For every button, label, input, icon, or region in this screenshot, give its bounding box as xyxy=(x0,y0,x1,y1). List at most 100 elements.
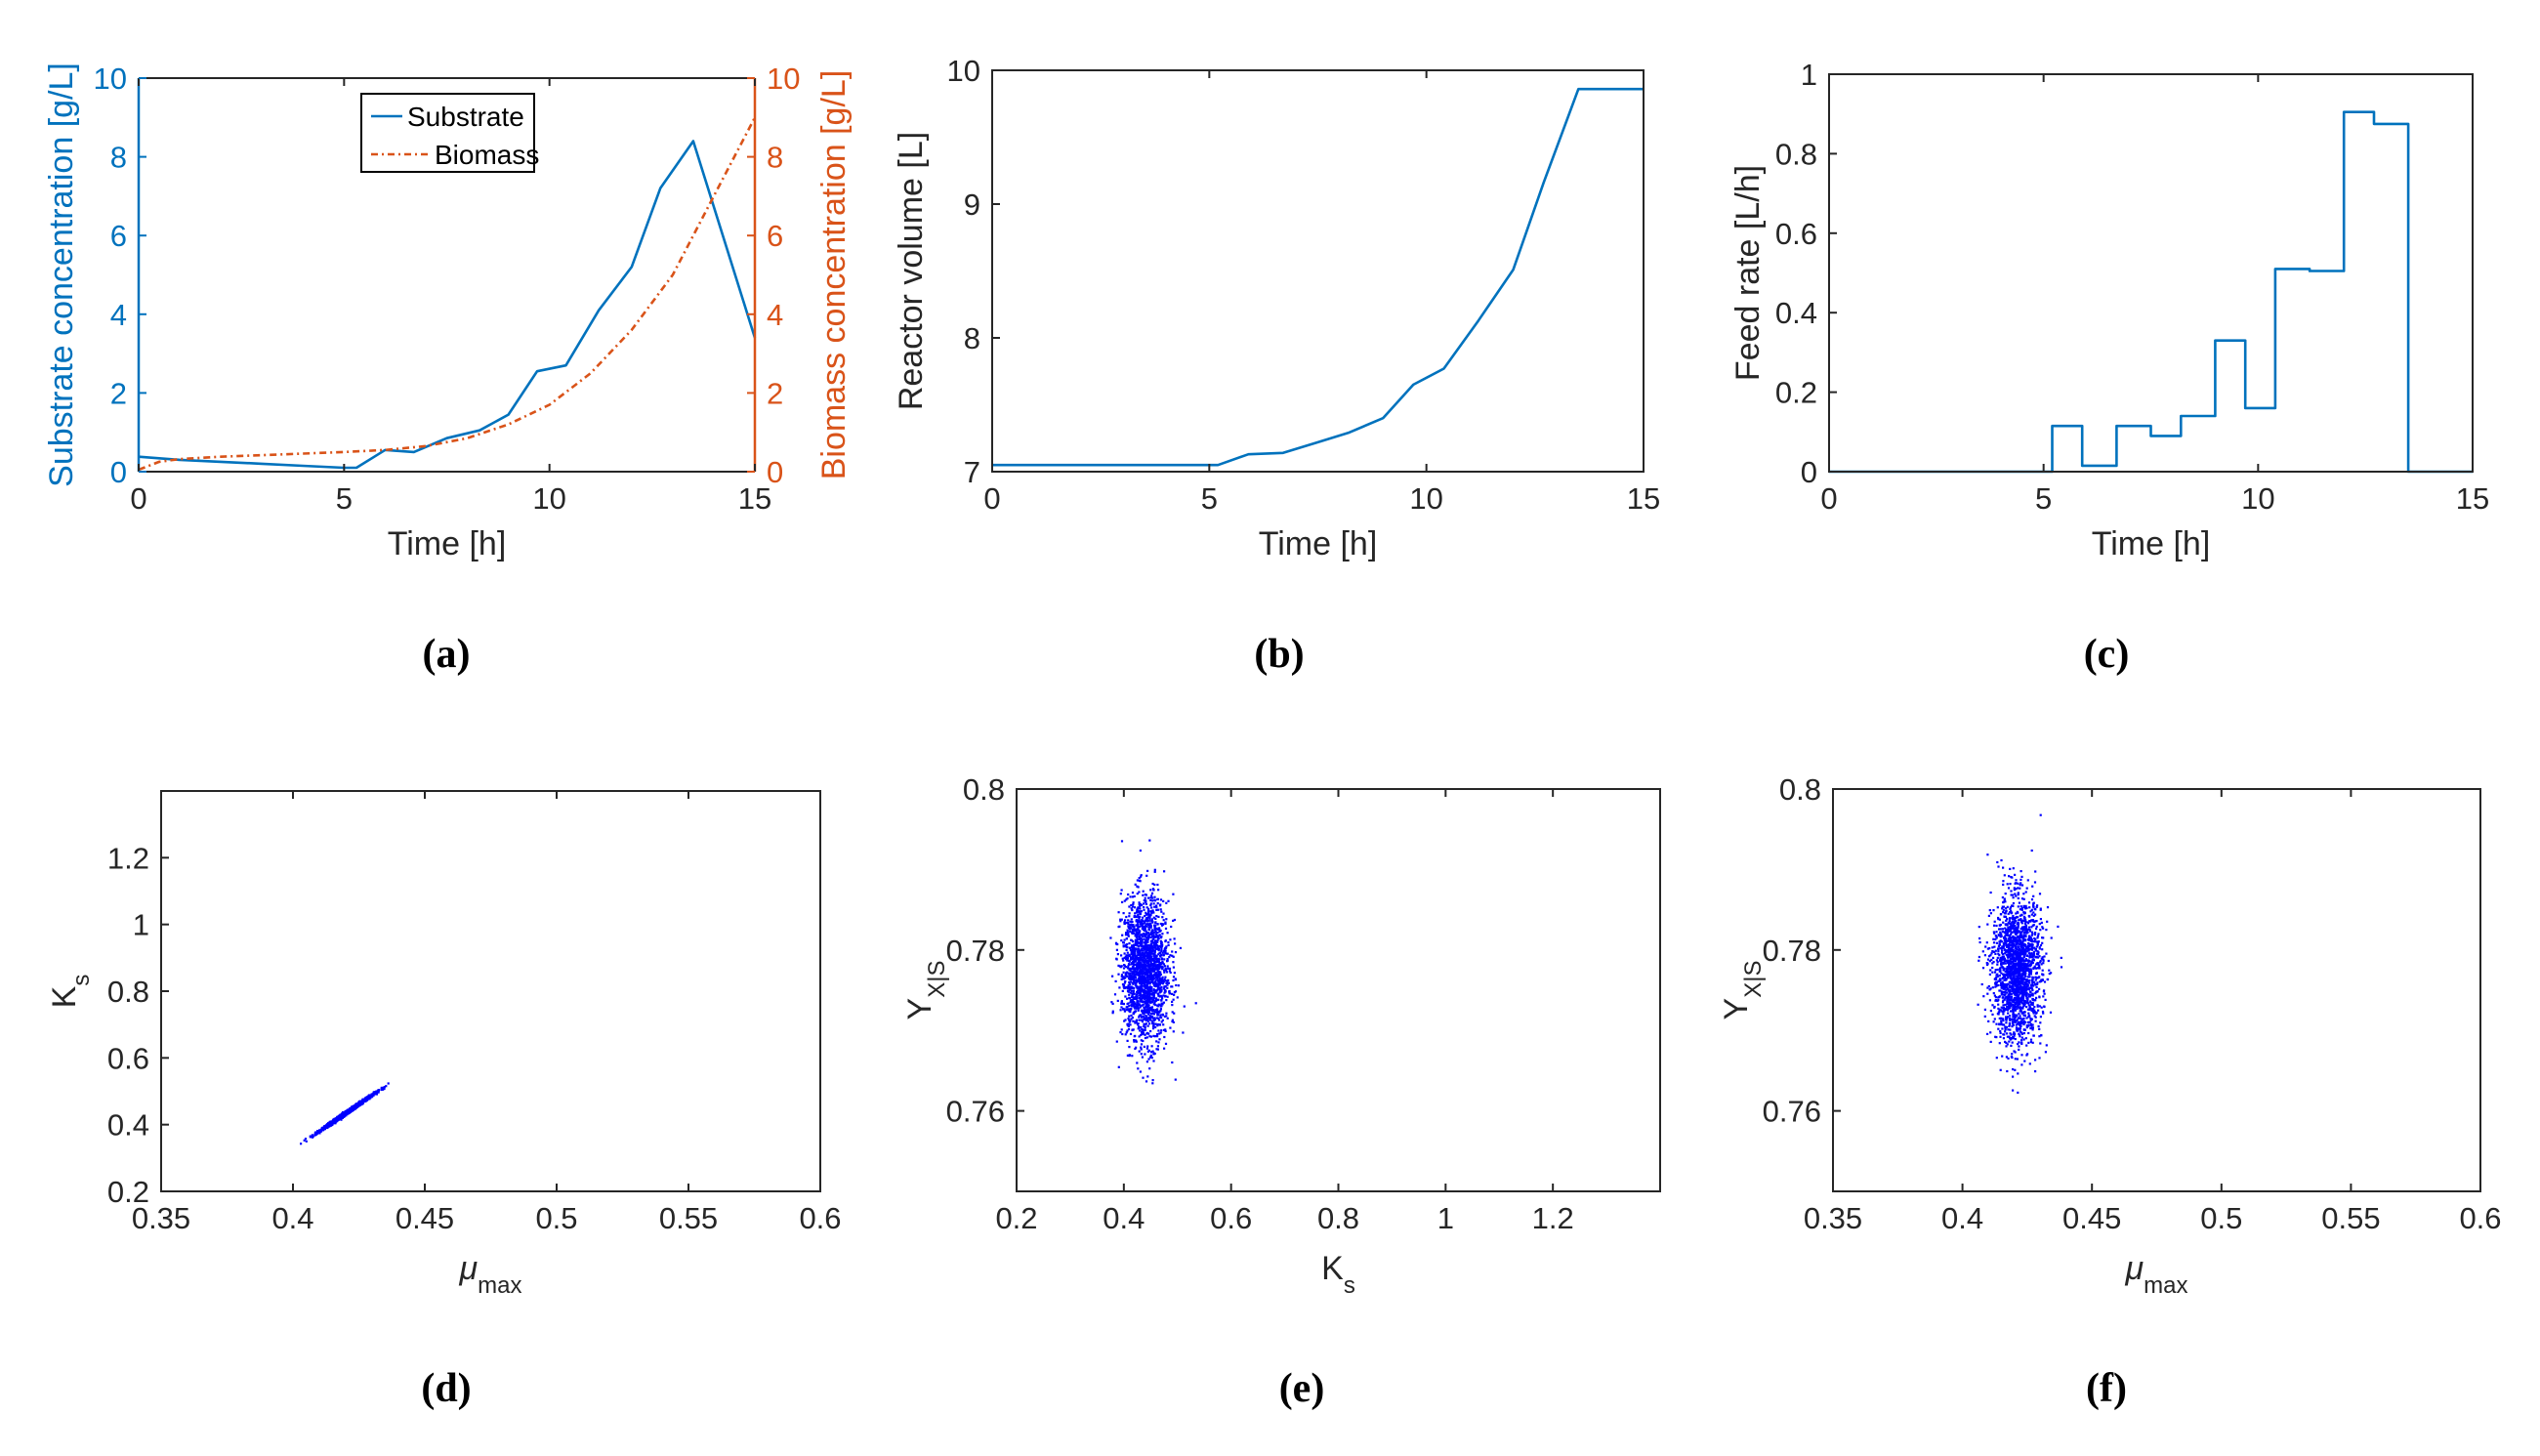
scatter-point xyxy=(2020,975,2023,978)
scatter-point xyxy=(1145,925,1148,928)
scatter-point xyxy=(1144,1026,1146,1029)
scatter-point xyxy=(1155,908,1158,911)
scatter-point xyxy=(1139,1029,1142,1032)
scatter-point xyxy=(1158,1023,1161,1026)
scatter-point xyxy=(2012,1089,2015,1092)
scatter-point xyxy=(1149,904,1152,907)
scatter-point xyxy=(1143,1000,1145,1003)
scatter-point xyxy=(2019,914,2021,917)
scatter-point xyxy=(1145,983,1148,986)
y-tick-label: 1.2 xyxy=(107,841,149,875)
scatter-point xyxy=(1132,1003,1135,1006)
scatter-point xyxy=(1145,930,1147,933)
scatter-point xyxy=(1133,915,1136,919)
scatter-point xyxy=(1147,991,1150,994)
scatter-point xyxy=(1153,962,1156,966)
scatter-point xyxy=(1154,964,1157,967)
scatter-point xyxy=(1137,926,1140,929)
scatter-point xyxy=(1164,1029,1167,1032)
scatter-point xyxy=(1148,956,1151,959)
scatter-point xyxy=(1174,978,1177,980)
scatter-point xyxy=(1136,989,1139,992)
scatter-point xyxy=(1161,1019,1164,1021)
scatter-point xyxy=(1141,1020,1144,1023)
scatter-point xyxy=(1131,892,1135,894)
scatter-point xyxy=(2028,929,2031,932)
y-tick-label: 0 xyxy=(1801,455,1817,489)
scatter-point xyxy=(1151,978,1154,981)
scatter-point xyxy=(1128,996,1131,999)
y-tick-label: 8 xyxy=(110,141,127,175)
scatter-point xyxy=(1152,1023,1155,1026)
x-axis-label: Time [h] xyxy=(2092,525,2211,562)
scatter-point xyxy=(1133,976,1136,978)
scatter-point xyxy=(1141,987,1144,990)
scatter-point xyxy=(1120,1001,1123,1004)
scatter-point xyxy=(2019,1035,2021,1038)
scatter-point xyxy=(2000,964,2003,967)
scatter-point xyxy=(1144,1008,1146,1011)
scatter-point xyxy=(2012,894,2015,896)
scatter-point xyxy=(2003,994,2006,997)
scatter-point xyxy=(1989,912,1992,915)
scatter-point xyxy=(1156,1045,1159,1048)
scatter-point xyxy=(383,1086,386,1089)
scatter-point xyxy=(1145,899,1147,902)
scatter-point xyxy=(383,1087,386,1091)
scatter-point xyxy=(1152,946,1155,949)
scatter-point xyxy=(1166,965,1169,968)
scatter-point xyxy=(1160,999,1163,1002)
scatter-point xyxy=(2007,989,2010,992)
scatter-point xyxy=(1135,1040,1138,1043)
scatter-point xyxy=(1144,998,1146,1001)
scatter-point xyxy=(1152,996,1155,999)
scatter-point xyxy=(2015,1006,2018,1009)
x-tick-label: 0.6 xyxy=(1210,1201,1252,1235)
scatter-point xyxy=(1124,919,1127,922)
scatter-point xyxy=(1157,1029,1160,1032)
scatter-point xyxy=(1174,990,1178,993)
scatter-point xyxy=(354,1103,357,1106)
scatter-point xyxy=(1120,939,1123,942)
scatter-point xyxy=(2034,1019,2037,1022)
scatter-point xyxy=(1161,966,1164,969)
scatter-point xyxy=(1150,918,1154,921)
scatter-point xyxy=(1135,995,1138,998)
scatter-point xyxy=(1128,1054,1131,1057)
scatter-point xyxy=(1138,977,1141,979)
scatter-point xyxy=(2030,908,2033,911)
scatter-point xyxy=(1142,890,1145,893)
scatter-point xyxy=(1141,903,1144,906)
scatter-point xyxy=(1151,941,1154,944)
scatter-point xyxy=(1139,991,1142,994)
scatter-point xyxy=(1147,1022,1151,1025)
scatter-point xyxy=(1131,960,1135,963)
scatter-point xyxy=(1148,1056,1152,1059)
scatter-point xyxy=(367,1097,370,1101)
scatter-point xyxy=(1115,1040,1118,1043)
scatter-point xyxy=(1156,935,1159,937)
scatter-point xyxy=(1142,994,1145,997)
scatter-point xyxy=(2044,998,2047,1001)
scatter-point xyxy=(1167,943,1170,946)
scatter-point xyxy=(2019,1010,2021,1013)
scatter-point xyxy=(1145,1010,1148,1013)
scatter-point xyxy=(1131,930,1134,933)
scatter-point xyxy=(1147,1012,1150,1016)
scatter-point xyxy=(1171,1019,1174,1023)
scatter-point xyxy=(1125,898,1128,901)
scatter-point xyxy=(1140,949,1143,952)
scatter-point xyxy=(2009,883,2012,886)
scatter-point xyxy=(1161,923,1164,926)
scatter-point xyxy=(1139,1000,1142,1003)
scatter-point xyxy=(1149,1015,1152,1018)
scatter-point xyxy=(2012,914,2015,918)
scatter-point xyxy=(1159,1016,1162,1019)
scatter-point xyxy=(1123,981,1126,984)
scatter-point xyxy=(1163,948,1166,951)
scatter-point xyxy=(1994,969,1997,972)
scatter-point xyxy=(340,1114,343,1117)
scatter-point xyxy=(1129,895,1132,898)
scatter-point xyxy=(1135,974,1138,977)
scatter-point xyxy=(1126,931,1129,934)
